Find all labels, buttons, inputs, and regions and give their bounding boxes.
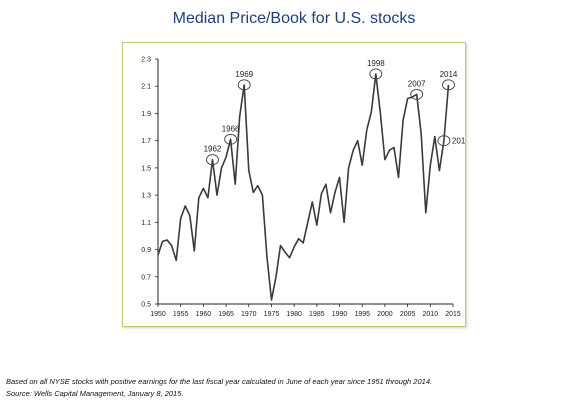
y-tick-label: 1.7 (141, 138, 151, 145)
y-tick-label: 2.1 (141, 84, 151, 91)
footnote-method: Based on all NYSE stocks with positive e… (6, 377, 433, 386)
price-book-chart: 2.3 2.1 1.9 1.7 1.5 1.3 1.1 0.9 0.7 0.5 1950 1955 19… (141, 57, 465, 319)
x-tick-label: 1990 (332, 311, 348, 318)
y-tick-label: 1.3 (141, 193, 151, 200)
x-tick-label: 2000 (377, 311, 393, 318)
annotation-circle (437, 135, 451, 147)
x-tick-label: 1975 (264, 311, 280, 318)
x-tick-label: 1985 (309, 311, 325, 318)
annotation-circle (206, 154, 219, 166)
y-tick-label: 1.1 (141, 220, 151, 227)
x-tick-label: 1950 (150, 311, 166, 318)
y-tick-label: 0.7 (141, 274, 151, 281)
footnote-source: Source: Wells Capital Management, Januar… (6, 389, 184, 398)
x-tick-label: 1980 (286, 311, 302, 318)
annotation-circle (442, 79, 455, 91)
x-tick-label: 1995 (354, 311, 370, 318)
y-tick-label: 1.5 (141, 165, 151, 172)
annotation-label: 2014 (440, 70, 458, 79)
y-tick-label: 1.9 (141, 111, 151, 118)
x-tick-label: 2005 (400, 311, 416, 318)
series-line (157, 73, 450, 301)
chart-axes: 2.3 2.1 1.9 1.7 1.5 1.3 1.1 0.9 0.7 0.5 1950 1955 19… (141, 57, 461, 319)
x-tick-label: 2015 (445, 311, 461, 318)
chart-frame: 2.3 2.1 1.9 1.7 1.5 1.3 1.1 0.9 0.7 0.5 1950 1955 19… (122, 42, 466, 327)
annotation-label: 1998 (367, 59, 385, 68)
chart-annotations: 1962 1966 1969 1998 2007 2014 2013 (204, 59, 465, 166)
y-tick-label: 0.9 (141, 247, 151, 254)
annotation-circle (224, 133, 238, 145)
chart-title: Median Price/Book for U.S. stocks (172, 10, 416, 27)
y-tick-label: 0.5 (141, 302, 151, 309)
annotation-circle (369, 68, 383, 80)
annotation-label: 1962 (204, 145, 222, 154)
annotation-label: 2007 (408, 79, 426, 88)
x-tick-label: 1960 (196, 311, 212, 318)
chart-series (157, 73, 450, 301)
annotation-label: 2013 (452, 137, 465, 146)
x-tick-label: 1970 (241, 311, 257, 318)
x-tick-label: 1955 (173, 311, 189, 318)
annotation-label: 1966 (222, 124, 240, 133)
annotation-label: 1969 (235, 70, 253, 79)
annotation-circle (237, 79, 251, 91)
x-tick-label: 1965 (218, 311, 234, 318)
x-tick-label: 2010 (423, 311, 439, 318)
y-tick-label: 2.3 (141, 57, 151, 64)
annotation-circle (410, 88, 424, 100)
